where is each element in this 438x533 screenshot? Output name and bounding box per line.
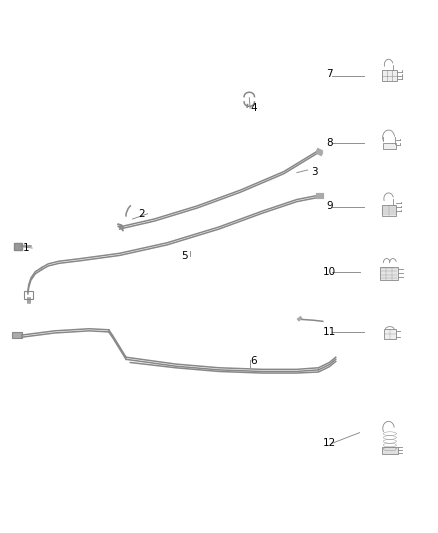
- Text: 5: 5: [181, 251, 188, 261]
- Text: 10: 10: [323, 267, 336, 277]
- Bar: [383, 142, 396, 149]
- Bar: [382, 70, 397, 81]
- Text: 11: 11: [323, 327, 336, 337]
- Bar: [384, 329, 396, 339]
- Text: 12: 12: [323, 438, 336, 448]
- Text: 3: 3: [311, 166, 318, 176]
- Bar: [380, 266, 398, 280]
- FancyBboxPatch shape: [24, 292, 32, 298]
- Text: 9: 9: [326, 201, 332, 211]
- Bar: [381, 447, 398, 454]
- Text: 4: 4: [250, 103, 257, 114]
- FancyBboxPatch shape: [14, 243, 22, 250]
- Text: 1: 1: [23, 243, 30, 253]
- Text: 7: 7: [326, 69, 332, 79]
- FancyBboxPatch shape: [12, 332, 22, 338]
- Text: 2: 2: [138, 209, 145, 219]
- Text: 6: 6: [250, 357, 257, 367]
- Text: 8: 8: [326, 138, 332, 148]
- Bar: [382, 205, 396, 215]
